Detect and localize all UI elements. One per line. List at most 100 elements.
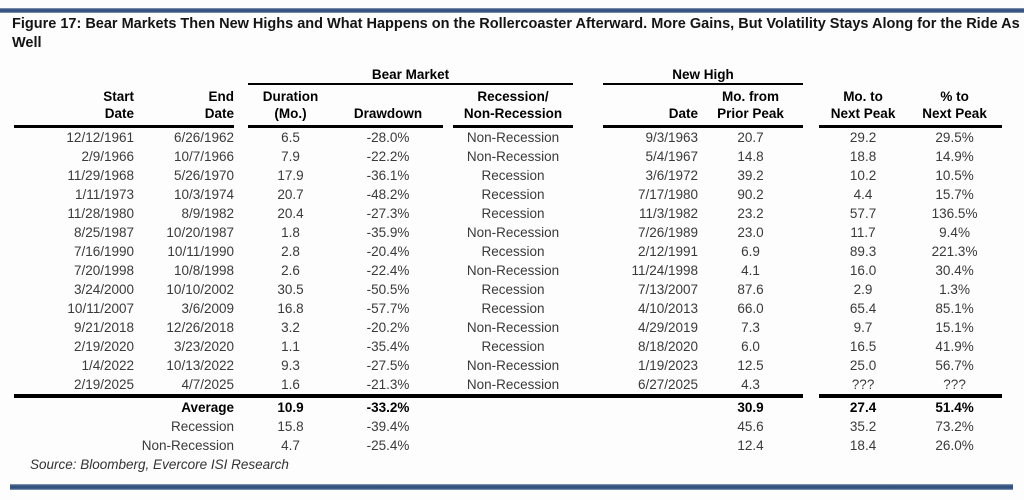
cell-duration: 1.1 [281, 339, 300, 354]
cell-duration: 2.6 [281, 263, 300, 278]
cell-end-date: Non-Recession [141, 438, 234, 453]
cell-drawdown: -50.5% [366, 282, 410, 297]
column-spacer [234, 127, 248, 148]
cell-mo-to-next-peak: 10.2 [849, 168, 877, 183]
summary-row: Non-Recession 4.7 -25.4% 12.4 18.4 26.0% [14, 436, 1002, 455]
header-line: Start [103, 89, 134, 104]
cell-start-date: 12/12/1961 [66, 130, 134, 145]
header-line: End [208, 89, 235, 104]
cell-end-date: 10/20/1987 [166, 225, 234, 240]
header-line: Non-Recession [463, 106, 563, 121]
cell-mo-to-next-peak: 18.8 [849, 149, 877, 164]
cell-mo-from-prior-peak: 23.0 [737, 225, 764, 240]
header-line [603, 88, 698, 105]
cell-start-date: 1/4/2022 [81, 358, 134, 373]
cell-drawdown: -35.9% [366, 225, 410, 240]
cell-mo-to-next-peak: 35.2 [849, 419, 877, 434]
column-spacer [234, 337, 248, 356]
column-spacer [803, 223, 819, 242]
table-row: 1/4/2022 10/13/2022 9.3 -27.5% Non-Reces… [14, 356, 1002, 375]
cell-drawdown: -57.7% [366, 301, 410, 316]
column-spacer [234, 223, 248, 242]
header-line: Date [668, 106, 699, 121]
cell-mo-to-next-peak: 57.7 [849, 206, 877, 221]
cell-new-high-date: 5/4/1967 [645, 149, 699, 164]
column-spacer [443, 356, 453, 375]
col-header-new-high-date: Date [603, 84, 699, 128]
cell-duration: 7.9 [281, 149, 300, 164]
cell-end-date: Average [181, 400, 234, 415]
column-spacer [573, 223, 603, 242]
cell-mo-from-prior-peak: 14.8 [737, 149, 764, 164]
column-spacer [803, 166, 819, 185]
column-spacer [573, 318, 603, 337]
cell-drawdown: -20.2% [366, 320, 410, 335]
cell-mo-to-next-peak: 25.0 [849, 358, 877, 373]
column-spacer [234, 261, 248, 280]
column-spacer [573, 204, 603, 223]
cell-mo-to-next-peak: ??? [819, 375, 908, 398]
column-spacer [234, 204, 248, 223]
column-header-row: Start Date End Date Duration (Mo.) Drawd… [14, 84, 1003, 128]
cell-recession: Recession [481, 168, 545, 183]
cell-duration: 3.2 [281, 320, 300, 335]
column-spacer [573, 127, 603, 148]
cell-pct-to-next-peak: 51.4% [935, 400, 974, 415]
column-spacer [443, 396, 453, 417]
cell-recession [453, 436, 573, 455]
cell-drawdown: -25.4% [366, 438, 410, 453]
top-accent-bar [0, 8, 1024, 13]
cell-end-date: 10/13/2022 [166, 358, 234, 373]
table-row: 9/21/2018 12/26/2018 3.2 -20.2% Non-Rece… [14, 318, 1002, 337]
cell-pct-to-next-peak: 221.3% [931, 244, 978, 259]
header-line: % to [940, 89, 969, 104]
cell-mo-from-prior-peak: 23.2 [737, 206, 764, 221]
group-header-new-high: New High [603, 62, 804, 85]
table-row: 1/11/1973 10/3/1974 20.7 -48.2% Recessio… [14, 185, 1002, 204]
cell-start-date: 10/11/2007 [67, 301, 134, 316]
col-header-mo-from-prior-peak: Mo. from Prior Peak [698, 84, 804, 128]
cell-mo-from-prior-peak: 20.7 [737, 130, 764, 145]
cell-duration: 1.8 [281, 225, 300, 240]
cell-mo-from-prior-peak: 30.9 [737, 400, 764, 415]
cell-start-date: 11/29/1968 [67, 168, 134, 183]
cell-recession: Non-Recession [466, 130, 560, 145]
cell-recession: Recession [481, 282, 545, 297]
column-spacer [234, 166, 248, 185]
column-spacer [234, 396, 248, 417]
column-spacer [803, 242, 819, 261]
column-spacer [573, 356, 603, 375]
cell-recession: Recession [481, 301, 545, 316]
column-spacer [803, 147, 819, 166]
bottom-accent-bar [10, 484, 1013, 490]
cell-recession: Recession [481, 206, 545, 221]
cell-start-date: 2/19/2020 [73, 339, 134, 354]
column-spacer [573, 261, 603, 280]
col-header-recession: Recession/ Non-Recession [453, 84, 574, 128]
cell-pct-to-next-peak: 73.2% [935, 419, 974, 434]
cell-recession [453, 396, 573, 417]
column-spacer [443, 261, 453, 280]
column-spacer [234, 436, 248, 455]
column-spacer [443, 185, 453, 204]
cell-drawdown: -22.2% [366, 149, 410, 164]
cell-pct-to-next-peak: 85.1% [935, 301, 974, 316]
cell-end-date: 4/7/2025 [134, 375, 234, 398]
cell-pct-to-next-peak: 41.9% [935, 339, 974, 354]
cell-end-date: Recession [170, 419, 234, 434]
col-header-pct-to-next-peak: % to Next Peak [907, 84, 1003, 128]
header-line: Duration [262, 89, 319, 104]
cell-mo-from-prior-peak: 7.3 [741, 320, 760, 335]
column-spacer [443, 280, 453, 299]
cell-drawdown: -48.2% [366, 187, 410, 202]
column-spacer [234, 356, 248, 375]
column-spacer [573, 84, 603, 127]
table-row: 3/24/2000 10/10/2002 30.5 -50.5% Recessi… [14, 280, 1002, 299]
cell-mo-to-next-peak: 16.5 [849, 339, 877, 354]
cell-recession [453, 417, 573, 436]
table-row: 11/28/1980 8/9/1982 20.4 -27.3% Recessio… [14, 204, 1002, 223]
cell-mo-from-prior-peak: 4.3 [698, 375, 804, 398]
cell-mo-from-prior-peak: 12.5 [737, 358, 764, 373]
cell-pct-to-next-peak: 29.5% [935, 130, 974, 145]
